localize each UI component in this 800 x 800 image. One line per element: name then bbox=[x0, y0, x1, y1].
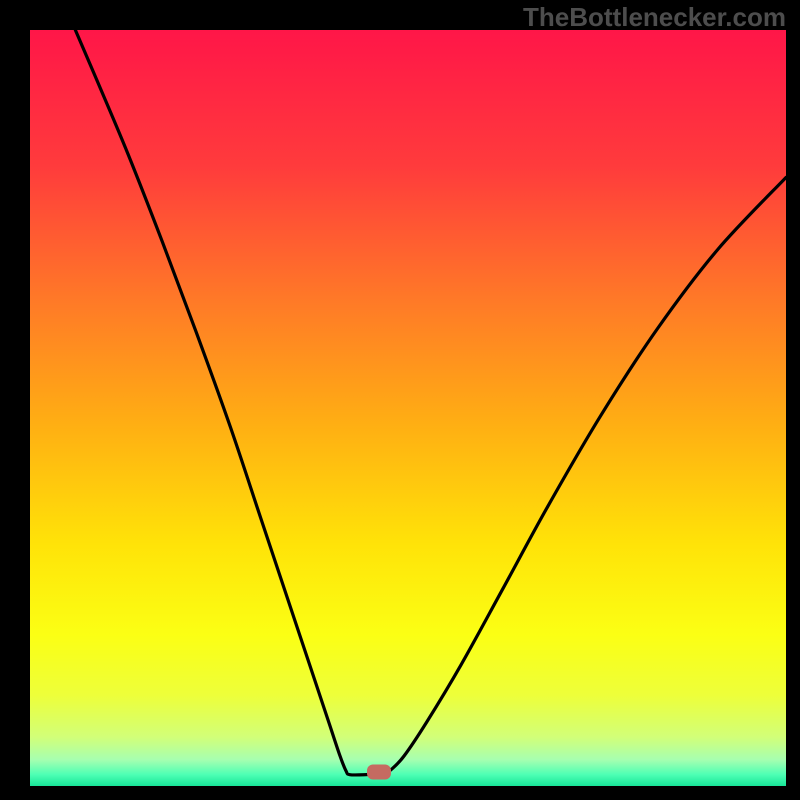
chart-stage: TheBottlenecker.com bbox=[0, 0, 800, 800]
plot-area bbox=[30, 30, 786, 786]
curve-svg bbox=[30, 30, 786, 786]
bottleneck-curve bbox=[75, 30, 786, 775]
current-point-marker bbox=[367, 765, 391, 780]
watermark-text: TheBottlenecker.com bbox=[523, 2, 786, 33]
